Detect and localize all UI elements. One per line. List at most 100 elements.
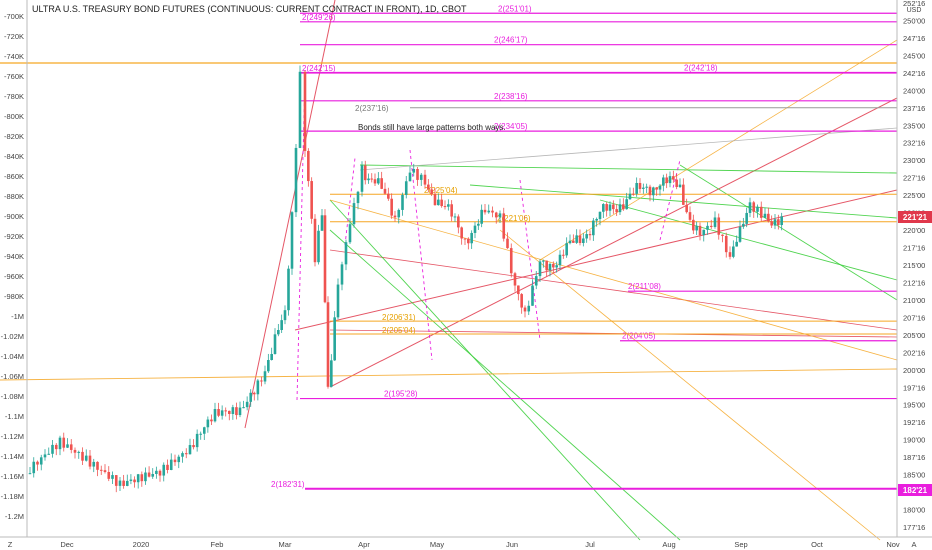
candle-body <box>202 427 206 434</box>
candle-body <box>256 380 260 395</box>
candle-body <box>416 169 419 180</box>
swing-dashed-line <box>344 157 356 246</box>
right-axis-tick: 230'00 <box>903 156 925 165</box>
candle-body <box>54 444 58 450</box>
candle-body <box>598 211 602 219</box>
candle-body <box>263 371 267 382</box>
x-axis[interactable]: Dec 2020 Feb Mar Apr May Jun Jul Aug Sep Oct Nov <box>60 540 900 549</box>
left-axis-tick: -1.18M <box>1 492 24 501</box>
candle-body <box>759 206 763 218</box>
candle-body <box>103 470 107 472</box>
candle-body <box>92 461 96 467</box>
candle-body <box>632 193 635 195</box>
candle-body <box>756 206 759 212</box>
last-price-tag <box>898 211 932 223</box>
candle-body <box>220 410 224 416</box>
right-axis-tick: 185'00 <box>903 471 925 480</box>
candle-body <box>615 209 618 213</box>
left-axis-tick: -860K <box>4 172 24 181</box>
trend-line <box>0 368 898 381</box>
candle-body <box>387 193 390 199</box>
right-axis-tick: 212'16 <box>903 278 925 287</box>
magenta-level-label: 2(195'28) <box>384 390 418 399</box>
candle-body <box>732 246 735 257</box>
bottom-price-label: 182'21 <box>903 486 928 495</box>
x-axis-tick: Feb <box>211 540 224 549</box>
candle-body <box>709 225 713 227</box>
candle-body <box>401 194 404 210</box>
bottom-price-tag <box>898 484 932 496</box>
candle-body <box>158 470 162 476</box>
candle-body <box>538 261 542 277</box>
candle-body <box>199 433 203 435</box>
candle-body <box>440 199 443 207</box>
candle-body <box>162 464 166 476</box>
swing-dashed-line <box>409 149 433 361</box>
candle-body <box>412 169 416 173</box>
candle-body <box>558 254 562 266</box>
candle-body <box>348 224 352 243</box>
candle-body <box>242 407 245 409</box>
candle-body <box>565 243 568 256</box>
candle-body <box>390 198 393 216</box>
x-axis-tick: Sep <box>734 540 747 549</box>
candle-body <box>555 265 558 268</box>
candle-body <box>195 433 199 448</box>
right-axis-tick: 245'00 <box>903 51 925 60</box>
candle-body <box>260 380 263 382</box>
left-axis-tick: -900K <box>4 212 24 221</box>
candle-body <box>745 212 748 224</box>
left-axis-tick: -840K <box>4 152 24 161</box>
swing-dashed-line <box>296 74 306 401</box>
candle-body <box>184 453 188 455</box>
candle-body <box>310 181 313 219</box>
trend-line <box>329 249 898 331</box>
right-axis-tick: 210'00 <box>903 296 925 305</box>
candle-body <box>267 360 270 372</box>
auto-scale-button[interactable]: A <box>911 540 916 549</box>
level-lines: 2(251'01) 2(249'26) 2(246'17) 2(242'15) 2(24… <box>0 4 897 490</box>
left-axis-tick: -1M <box>11 312 24 321</box>
candle-body <box>450 204 453 217</box>
candle-body <box>118 480 122 486</box>
candle-body <box>595 218 598 221</box>
candle-body <box>114 475 118 486</box>
candle-body <box>513 273 517 286</box>
candle-body <box>323 215 327 303</box>
zoom-icon[interactable]: Z <box>8 540 13 549</box>
candle-body <box>735 241 738 247</box>
candle-body <box>752 202 756 212</box>
candle-body <box>133 479 136 483</box>
candle-body <box>330 360 333 387</box>
candle-body <box>487 210 491 213</box>
candle-body <box>585 234 588 239</box>
candle-body <box>28 473 32 475</box>
candle-body <box>99 469 103 471</box>
trend-line <box>329 199 641 541</box>
trend-line <box>294 189 898 331</box>
candle-body <box>608 204 612 211</box>
candle-body <box>467 238 470 244</box>
candle-body <box>32 461 36 474</box>
candle-body <box>498 213 502 218</box>
candle-body <box>173 459 177 463</box>
x-axis-tick: Nov <box>886 540 900 549</box>
candle-body <box>542 260 545 262</box>
candle-body <box>433 194 437 206</box>
orange-level-label: 2(206'31) <box>382 313 416 322</box>
left-axis-tick: -820K <box>4 132 24 141</box>
candle-body <box>628 193 632 200</box>
candle-body <box>648 186 652 196</box>
trend-line <box>244 0 336 429</box>
candle-body <box>66 444 69 448</box>
right-axis-tick: 217'16 <box>903 244 925 253</box>
candle-body <box>206 419 210 428</box>
candle-body <box>572 240 575 243</box>
left-axis-tick: -1.02M <box>1 332 24 341</box>
left-axis-tick: -700K <box>4 12 24 21</box>
candle-body <box>463 238 467 240</box>
candle-body <box>509 248 513 274</box>
trend-line <box>329 199 898 361</box>
candle-body <box>393 215 397 218</box>
right-axis-tick: 205'00 <box>903 331 925 340</box>
